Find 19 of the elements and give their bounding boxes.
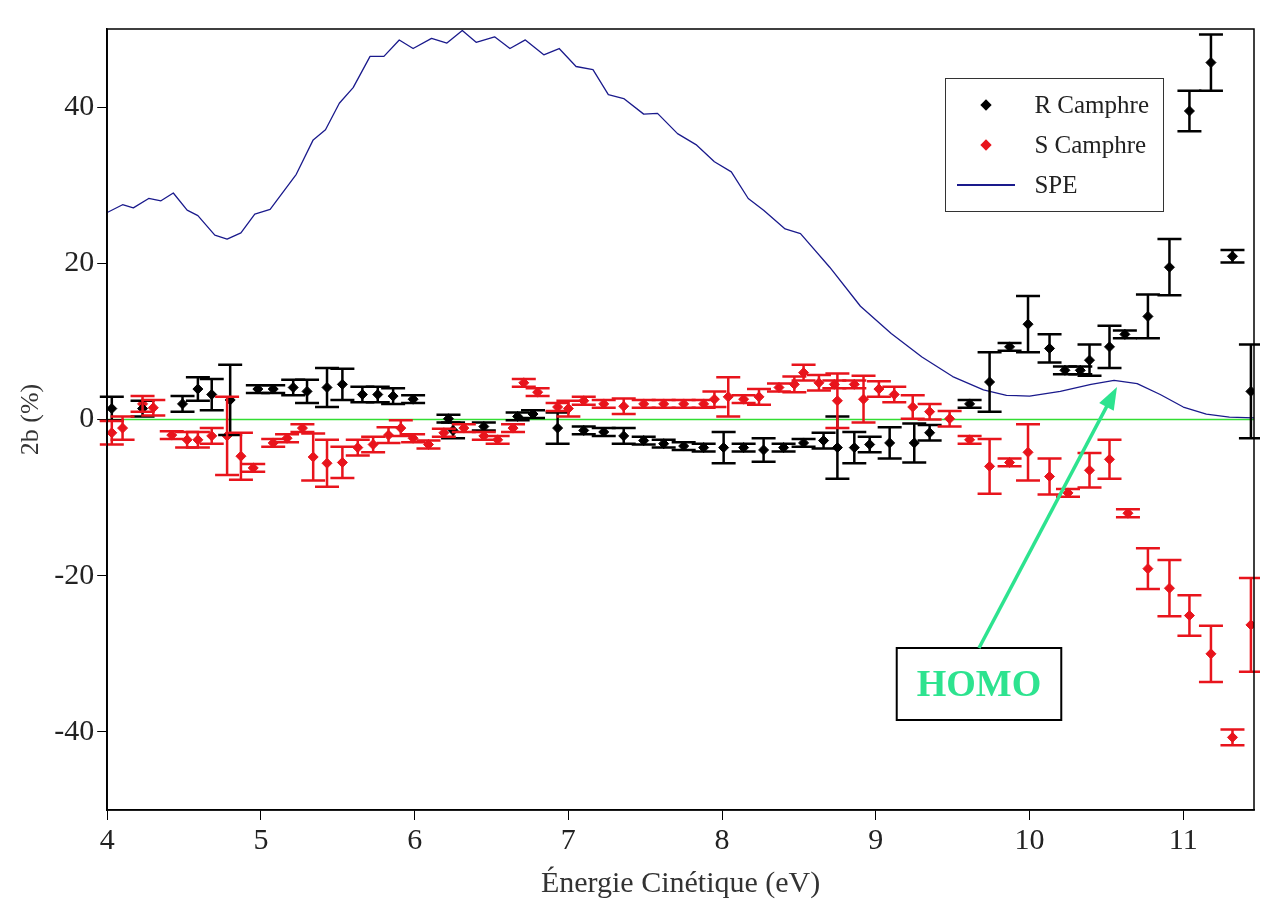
- legend-label: R Camphre: [1034, 91, 1149, 119]
- x-tick-label: 6: [407, 821, 423, 855]
- y-tick-label: -20: [54, 556, 95, 590]
- x-tick-label: 11: [1168, 821, 1198, 855]
- x-tick-label: 4: [99, 821, 115, 855]
- x-tick-label: 5: [253, 821, 269, 855]
- x-tick-label: 8: [714, 821, 730, 855]
- legend-label: SPE: [1034, 171, 1078, 199]
- x-tick-label: 9: [868, 821, 884, 855]
- y-tick-label: -40: [54, 712, 95, 746]
- x-tick-label: 7: [560, 821, 576, 855]
- y-tick-label: 20: [64, 244, 95, 278]
- annotation: HOMO: [916, 661, 1042, 704]
- y-tick-label: 0: [79, 400, 95, 434]
- x-tick-label: 10: [1014, 821, 1045, 855]
- legend-label: S Camphre: [1034, 131, 1147, 159]
- y-tick-label: 40: [64, 87, 95, 121]
- x-axis-title: Énergie Cinétique (eV): [540, 864, 821, 899]
- y-axis-title: 2b (%): [15, 383, 45, 456]
